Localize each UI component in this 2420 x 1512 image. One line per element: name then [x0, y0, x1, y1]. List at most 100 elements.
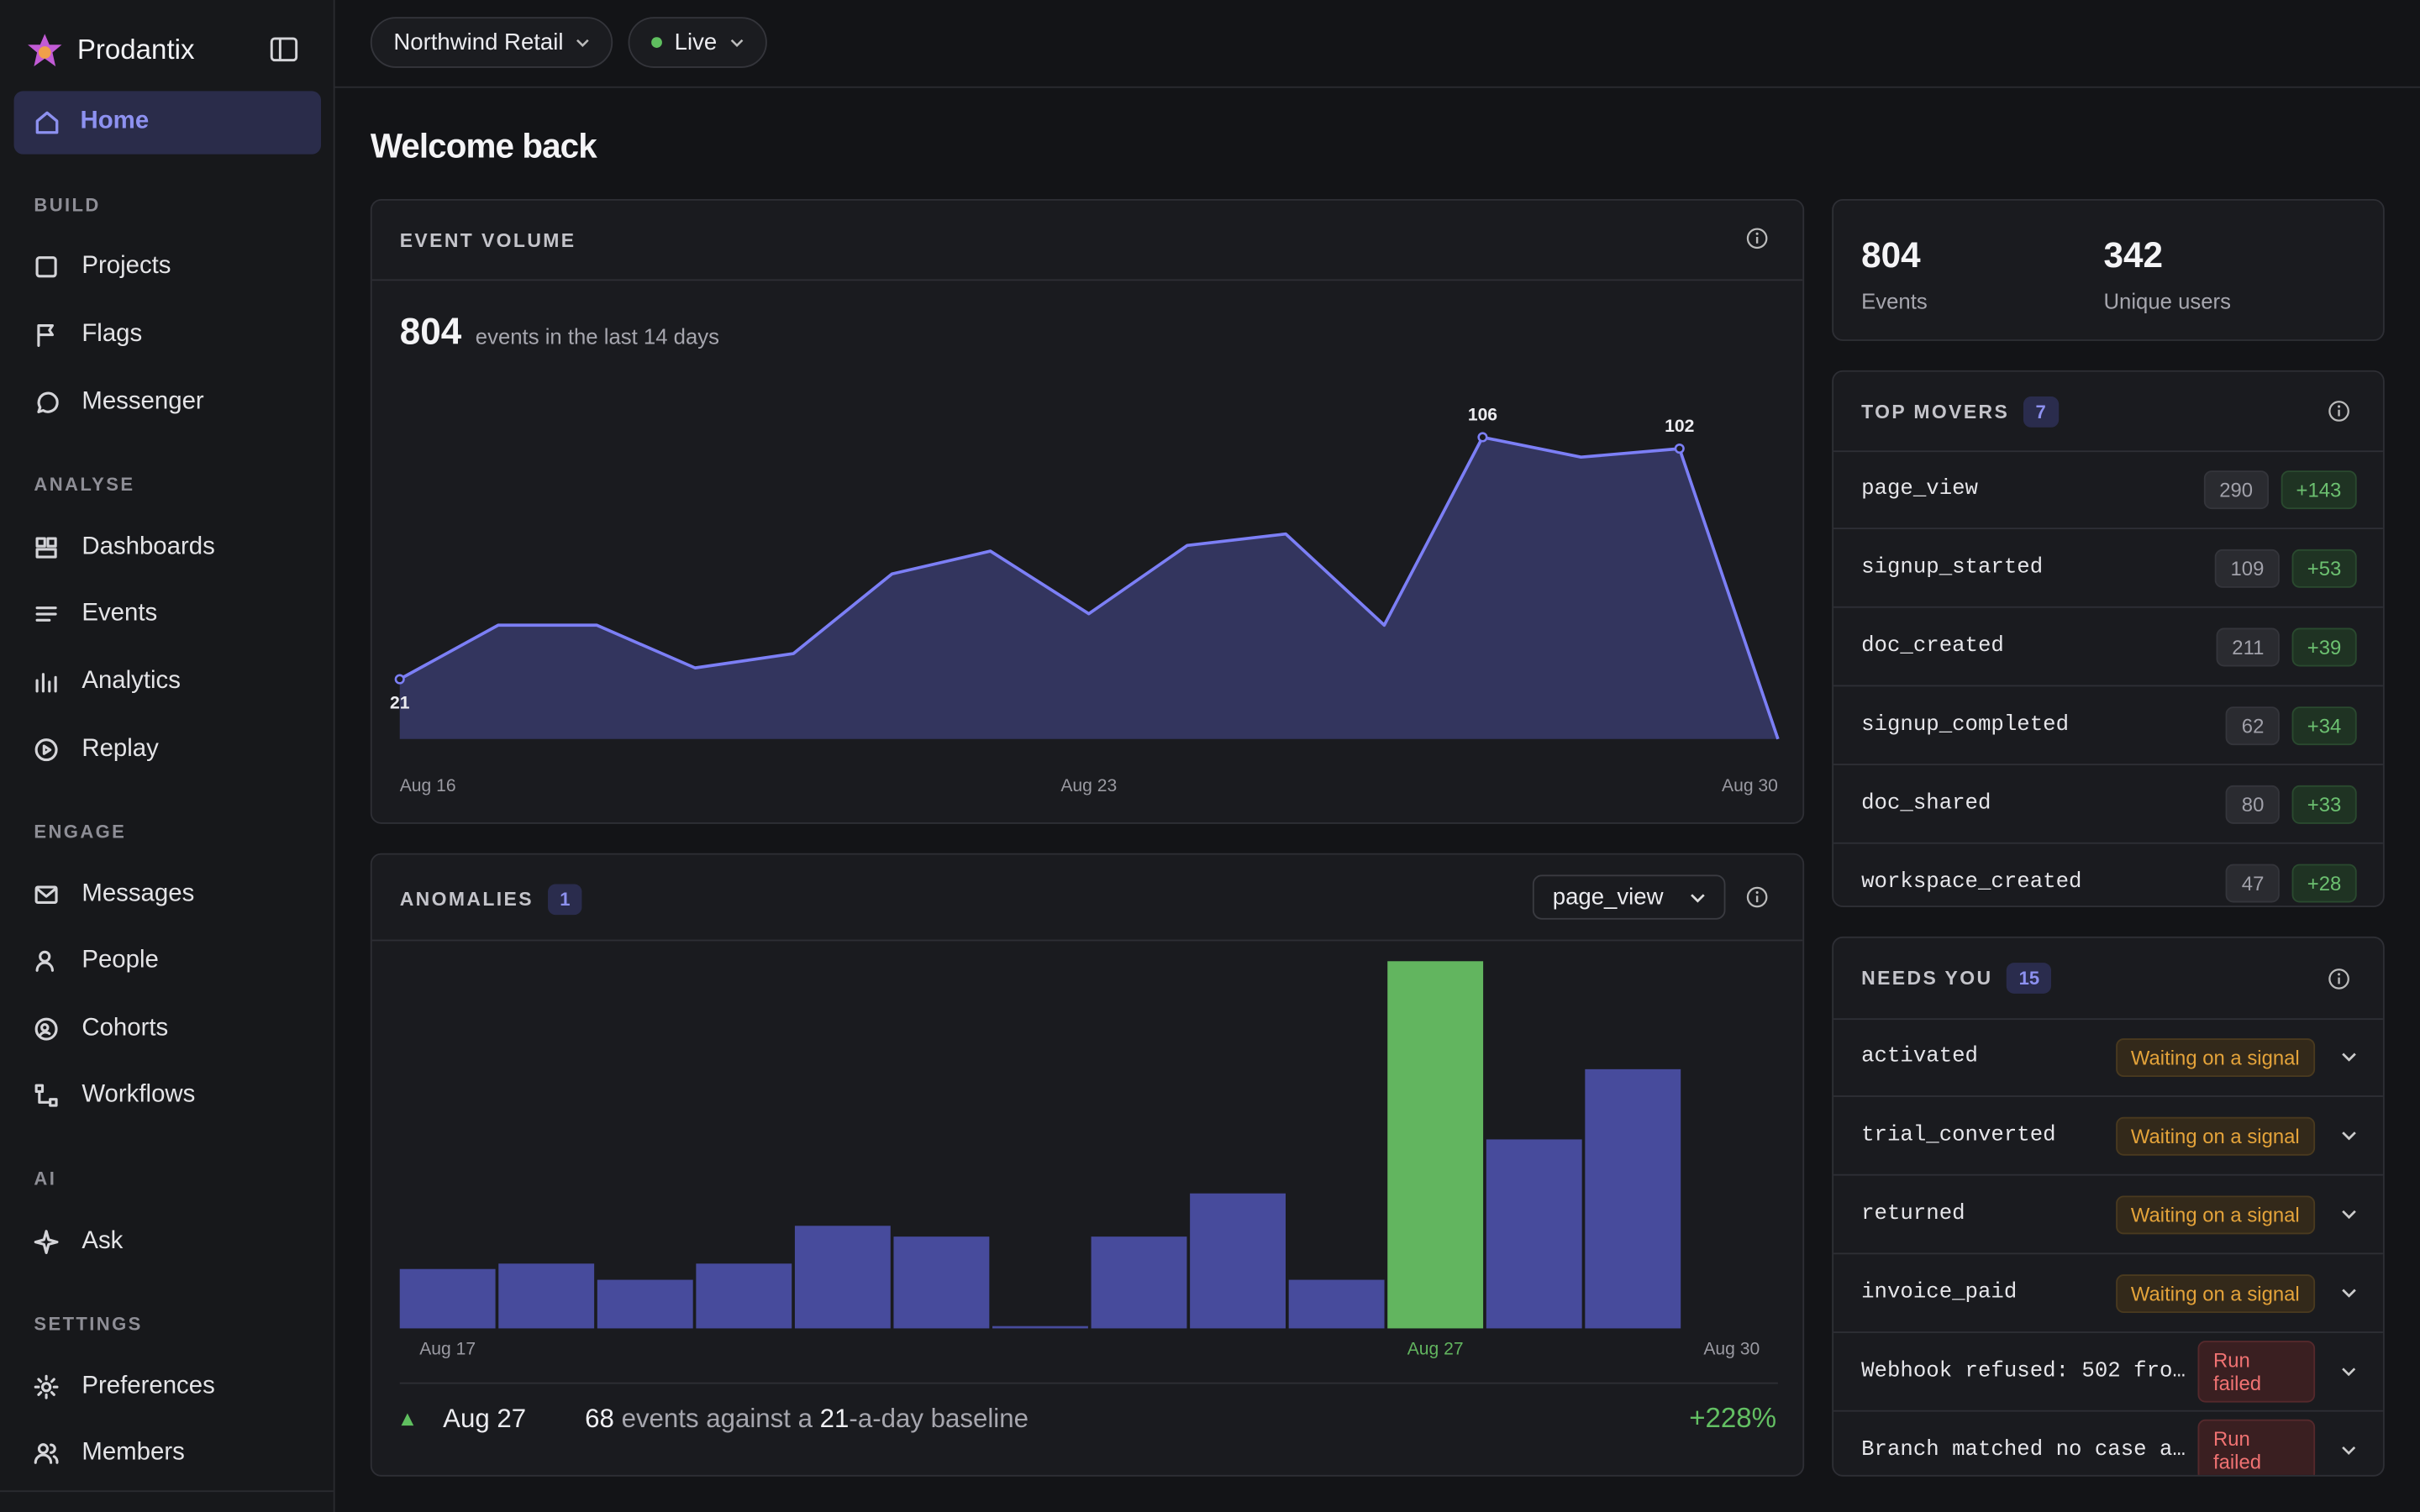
nav-label: Home — [80, 108, 150, 134]
data-label: 106 — [1468, 405, 1497, 424]
workspace-selector[interactable]: Northwind Retail — [370, 17, 613, 68]
nav-label: Projects — [82, 253, 171, 280]
section-title: ANALYSE — [34, 473, 135, 496]
nav-item[interactable]: Flags — [34, 318, 142, 351]
environment-selector[interactable]: Live — [628, 17, 766, 68]
expand-chevron[interactable] — [2341, 1053, 2356, 1062]
finding-value: 68 — [585, 1404, 614, 1434]
stats-card: 804 Events 342 Unique users — [1832, 198, 2385, 341]
panel-title: TOP MOVERS 7 — [1861, 396, 2059, 428]
event-count: 80 — [2226, 784, 2280, 823]
nav-item[interactable]: Analytics — [34, 665, 181, 699]
status-chip: Waiting on a signal — [2115, 1116, 2316, 1155]
finding-suffix: -a-day baseline — [849, 1404, 1028, 1434]
nav-item[interactable]: People — [34, 944, 159, 978]
top-movers-panel: TOP MOVERS 7 page_view 290 +143 signup_start… — [1832, 370, 2385, 908]
info-icon[interactable] — [2328, 968, 2351, 991]
mover-row[interactable]: workspace_created 47 +28 — [1833, 844, 2383, 906]
nav-item[interactable]: Dashboards — [34, 531, 215, 564]
x-tick-label: Aug 16 — [400, 776, 456, 795]
collapse-button[interactable] — [270, 37, 298, 62]
icon — [35, 111, 59, 134]
nav-item[interactable]: Events — [34, 597, 157, 631]
event-name: doc_shared — [1861, 791, 1991, 816]
nav-label: Events — [82, 600, 158, 627]
finding-baseline: 21 — [819, 1404, 850, 1434]
event-name: signup_started — [1861, 555, 2044, 580]
needs-row[interactable]: returned Waiting on a signal — [1833, 1176, 2383, 1255]
summary-caption: events in the last 14 days — [475, 323, 720, 349]
nav-item[interactable]: Messenger — [34, 386, 204, 419]
event-name: signup_completed — [1861, 712, 2069, 738]
bar — [1486, 1139, 1582, 1329]
item-name: invoice_paid — [1861, 1280, 2018, 1305]
point — [1674, 443, 1685, 454]
metric-select[interactable]: page_view — [1532, 874, 1726, 920]
bar-chart: Aug 17 Aug 27 Aug 30 — [399, 961, 1760, 1359]
divider — [399, 1382, 1778, 1384]
needs-row[interactable]: activated Waiting on a signal — [1833, 1018, 2383, 1097]
sidebar: Prodantix Home BUILD Projects Flags Mess… — [0, 0, 335, 1512]
item-name: Branch matched no case a… — [1861, 1437, 2186, 1463]
nav-label: Workflows — [82, 1081, 196, 1108]
event-change: +33 — [2291, 784, 2357, 823]
data-label: 102 — [1665, 417, 1694, 436]
needs-row[interactable]: invoice_paid Waiting on a signal — [1833, 1254, 2383, 1333]
needs-row[interactable]: trial_converted Waiting on a signal — [1833, 1097, 2383, 1176]
expand-chevron[interactable] — [2342, 1367, 2357, 1377]
expand-chevron[interactable] — [2341, 1210, 2356, 1220]
nav-item[interactable]: Replay — [34, 732, 159, 766]
expand-chevron[interactable] — [2341, 1131, 2356, 1141]
status-dot — [651, 37, 662, 48]
mover-row[interactable]: signup_completed 62 +34 — [1833, 686, 2383, 766]
page-title: Welcome back — [370, 126, 597, 165]
bar — [992, 1326, 1088, 1329]
bar — [498, 1263, 595, 1329]
bar — [1288, 1279, 1385, 1329]
event-volume-panel: EVENT VOLUME 804 events in the last 14 da… — [370, 198, 1805, 824]
mover-row[interactable]: doc_shared 80 +33 — [1833, 765, 2383, 844]
bar — [399, 1268, 496, 1329]
nav-label: Members — [82, 1439, 185, 1466]
info-icon[interactable] — [1745, 227, 1769, 250]
needs-row[interactable]: Branch matched no case a… Run failed — [1833, 1412, 2383, 1475]
bar — [1091, 1236, 1187, 1329]
nav-item[interactable]: Preferences — [34, 1370, 215, 1404]
nav-item[interactable]: Members — [34, 1436, 185, 1470]
nav-item[interactable]: Cohorts — [34, 1012, 168, 1046]
chevron — [729, 38, 743, 47]
section-title: ENGAGE — [34, 821, 127, 843]
stat-label: Unique users — [2103, 288, 2232, 313]
nav-item[interactable]: Projects — [34, 250, 171, 284]
expand-chevron[interactable] — [2342, 1446, 2357, 1455]
mover-row[interactable]: page_view 290 +143 — [1833, 450, 2383, 530]
mover-row[interactable]: doc_created 211 +39 — [1833, 608, 2383, 687]
event-count: 47 — [2226, 863, 2280, 902]
section-title: SETTINGS — [34, 1313, 143, 1335]
bar — [893, 1236, 990, 1329]
info-icon[interactable] — [1745, 885, 1769, 909]
panel-title: NEEDS YOU 15 — [1861, 963, 2052, 994]
needs-row[interactable]: Webhook refused: 502 fro… Run failed — [1833, 1333, 2383, 1412]
panel-title-text: ANOMALIES — [399, 888, 534, 911]
mover-row[interactable]: signup_started 109 +53 — [1833, 529, 2383, 608]
nav-item[interactable]: Workflows — [34, 1079, 195, 1112]
info-icon[interactable] — [2328, 400, 2351, 423]
expand-chevron[interactable] — [2341, 1289, 2356, 1298]
nav-item[interactable]: Ask — [34, 1225, 123, 1258]
event-change: +28 — [2291, 863, 2357, 902]
x-tick-label: Aug 17 — [419, 1340, 476, 1359]
home-nav[interactable]: Home — [13, 91, 322, 155]
anomalies-panel: ANOMALIES 1 page_view Aug 17 Aug 27 Aug 30 … — [370, 853, 1805, 1477]
item-name: activated — [1861, 1044, 1979, 1069]
status-chip: Run failed — [2197, 1341, 2316, 1403]
count-badge: 7 — [2023, 396, 2059, 428]
nav-label: Flags — [82, 321, 143, 348]
workspace-name: Northwind Retail — [393, 29, 564, 56]
nav-label: Messenger — [82, 388, 204, 416]
event-name: page_view — [1861, 476, 1979, 501]
count-badge: 1 — [547, 884, 583, 916]
nav-item[interactable]: Messages — [34, 878, 194, 911]
